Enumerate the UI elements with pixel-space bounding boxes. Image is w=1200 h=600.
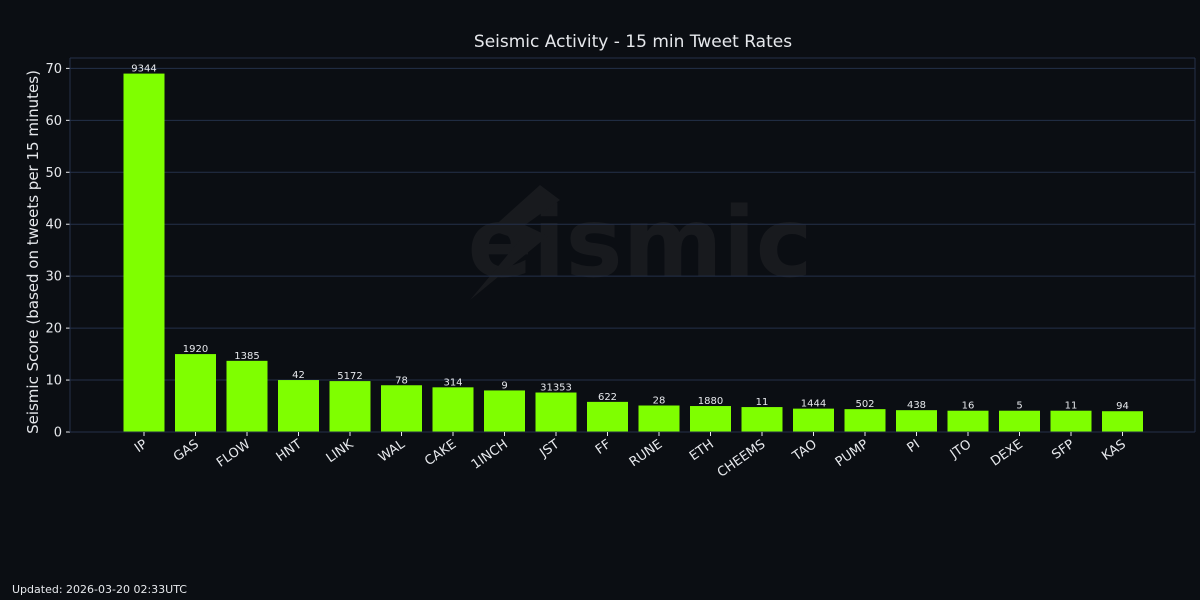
data-label: 28	[653, 396, 666, 407]
y-axis-label: Seismic Score (based on tweets per 15 mi…	[24, 70, 42, 434]
y-tick-label: 10	[45, 374, 62, 389]
x-tick-label: FF	[593, 437, 614, 458]
data-label: 5172	[337, 371, 362, 382]
bar	[690, 406, 731, 432]
bar	[587, 401, 628, 432]
bar	[535, 392, 577, 432]
bar	[793, 408, 834, 432]
bar	[381, 385, 422, 432]
data-label: 1920	[183, 344, 208, 355]
data-label: 16	[962, 401, 975, 412]
y-tick-label: 30	[45, 270, 62, 285]
bar	[741, 407, 783, 432]
bar	[278, 380, 319, 432]
bar	[432, 387, 474, 432]
data-label: 31353	[540, 383, 572, 394]
y-tick-label: 70	[45, 62, 62, 77]
data-label: 5	[1016, 401, 1022, 412]
data-label: 78	[395, 375, 408, 386]
data-label: 1880	[698, 396, 723, 407]
y-tick-label: 40	[45, 218, 62, 233]
bar	[844, 409, 886, 432]
bar	[484, 390, 525, 432]
bar	[638, 405, 680, 432]
data-label: 1444	[801, 399, 826, 410]
data-label: 11	[1065, 401, 1078, 412]
bar	[947, 410, 989, 432]
x-tick-label: JTO	[947, 437, 974, 462]
x-tick-label: HNT	[274, 437, 305, 465]
x-tick-label: LINK	[324, 437, 357, 466]
y-tick-label: 0	[54, 426, 62, 441]
y-tick-label: 60	[45, 114, 62, 129]
data-label: 314	[443, 377, 462, 388]
x-tick-label: FLOW	[214, 437, 253, 471]
bar	[896, 410, 937, 432]
x-tick-label: TAO	[789, 437, 820, 465]
grid-lines	[70, 67, 1195, 381]
bar	[123, 73, 165, 432]
x-tick-label: SFP	[1049, 437, 1077, 463]
x-tick-label: KAS	[1099, 437, 1128, 464]
data-label: 9	[501, 380, 507, 391]
bar	[1102, 411, 1143, 432]
bar	[999, 410, 1040, 432]
bar	[226, 360, 268, 432]
bar	[175, 354, 216, 432]
x-tick-label: CHEEMS	[715, 437, 768, 481]
data-label: 622	[598, 392, 617, 403]
x-tick-label: CAKE	[422, 437, 459, 469]
x-tick-label: ETH	[687, 437, 717, 464]
chart-title: Seismic Activity - 15 min Tweet Rates	[474, 32, 792, 52]
bars: 9344 1920 1385 42 5172 78 314 9 31353 622 28 1880 11…	[123, 64, 1143, 432]
bar	[1050, 410, 1092, 432]
x-tick-label: GAS	[171, 437, 202, 465]
data-label: 502	[855, 399, 874, 410]
y-tick-label: 20	[45, 322, 62, 337]
updated-timestamp: Updated: 2026-03-20 02:33UTC	[12, 583, 187, 596]
data-label: 11	[756, 397, 769, 408]
x-tick-label: WAL	[376, 437, 408, 466]
x-tick-label: RUNE	[627, 437, 666, 470]
data-label: 42	[292, 370, 305, 381]
data-label: 438	[907, 400, 926, 411]
data-label: 1385	[234, 351, 259, 362]
bar	[329, 381, 371, 432]
x-tick-label: JST	[536, 437, 562, 461]
x-tick-label: IP	[132, 437, 150, 456]
data-label: 9344	[131, 64, 156, 75]
y-tick-label: 50	[45, 166, 62, 181]
seismic-logo-icon	[470, 185, 560, 300]
x-tick-label: DEXE	[988, 437, 1026, 470]
x-tick-label: PI	[905, 437, 923, 456]
data-label: 94	[1116, 401, 1129, 412]
x-tick-label: PUMP	[833, 437, 872, 470]
x-tick-label: 1INCH	[469, 437, 511, 473]
